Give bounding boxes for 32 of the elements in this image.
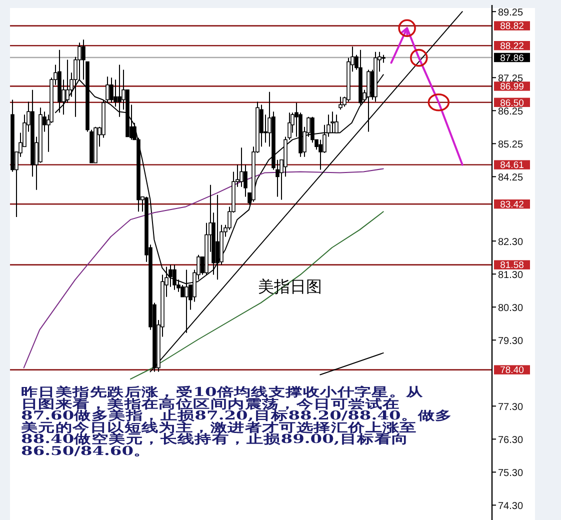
ref-line-label: 81.58: [500, 260, 524, 272]
ref-line-label: 83.42: [500, 199, 524, 210]
ref-line-label: 88.82: [500, 21, 524, 32]
y-tick-label: 82.30: [498, 236, 524, 248]
line-series: [130, 211, 384, 380]
y-tick-label: 86.25: [498, 106, 524, 118]
y-tick-label: 75.30: [498, 468, 524, 479]
ref-line-label: 86.50: [500, 98, 524, 109]
candlestick: [110, 77, 114, 104]
y-tick-label: 80.30: [498, 302, 524, 314]
candlestick: [114, 79, 118, 108]
candlestick: [216, 194, 220, 280]
y-tick-label: 89.25: [498, 7, 524, 18]
candlestick: [240, 147, 244, 188]
ref-line-label: 78.40: [500, 365, 524, 376]
y-tick-label: 81.30: [498, 270, 524, 281]
ref-line-label: 86.99: [500, 82, 524, 93]
candlestick: [330, 111, 334, 134]
y-tick-label: 79.30: [498, 336, 524, 347]
y-tick-label: 84.25: [498, 172, 524, 184]
ref-line-label: 88.22: [500, 41, 524, 52]
y-tick-label: 74.30: [498, 500, 524, 512]
candlestick: [310, 116, 314, 144]
ref-line-label: 87.86: [500, 52, 524, 64]
y-tick-label: 85.25: [498, 139, 524, 150]
y-tick-label: 77.30: [498, 402, 524, 413]
y-tick-label: 76.30: [498, 434, 524, 446]
line-series: [23, 168, 384, 368]
ref-line-label: 84.61: [500, 160, 524, 172]
annotation: 86.50/84.60。: [21, 444, 151, 458]
candlestick: [334, 114, 338, 134]
candlestick: [338, 96, 342, 110]
